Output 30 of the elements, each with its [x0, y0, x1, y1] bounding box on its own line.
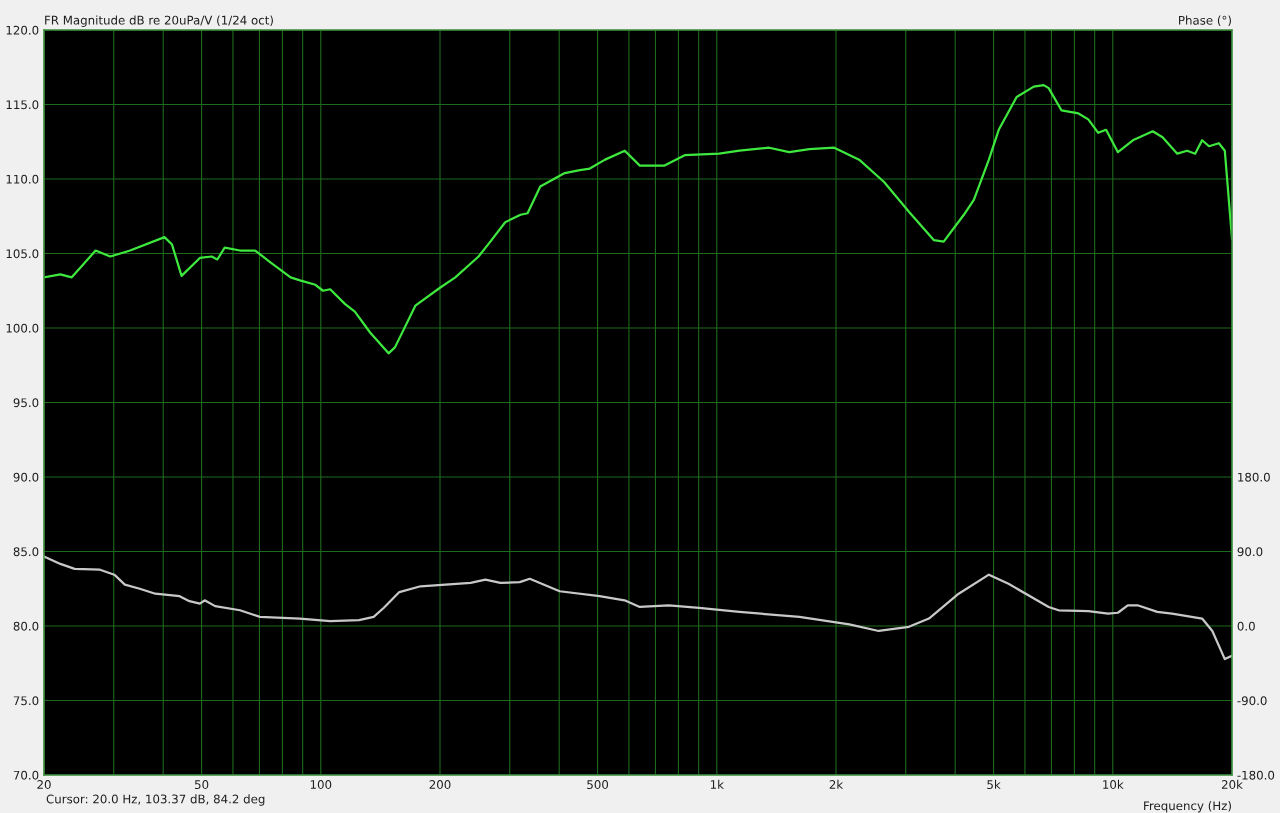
y-tick-label: 100.0	[6, 323, 39, 333]
y2-tick-label: 90.0	[1237, 547, 1263, 557]
text: Cursor: 20.0 Hz, 103.37 dB, 84.2 deg	[46, 794, 265, 806]
x-tick-label: 5k	[987, 779, 1001, 789]
x-tick-label: 20	[37, 780, 51, 789]
y-tick-label: 85.0	[13, 547, 39, 557]
y2-tick-label: -90.0	[1237, 696, 1267, 706]
y2-tick-label: 0.0	[1237, 621, 1255, 631]
y-tick-label: 75.0	[13, 696, 39, 706]
chart-title: FR Magnitude dB re 20uPa/V (1/24 oct)	[45, 15, 273, 27]
y2-tick-label: -180.0	[1237, 770, 1275, 780]
x-axis-title: Frequency (Hz)	[1144, 801, 1231, 813]
y-tick-label: 95.0	[13, 398, 39, 408]
x-tick-label: 200	[429, 780, 451, 789]
y-tick-label: 115.0	[6, 100, 39, 110]
y2-tick-label: 180.0	[1238, 472, 1270, 482]
x-tick-label: 1k	[710, 779, 724, 789]
y-tick-label: 80.0	[13, 621, 39, 631]
y-tick-label: 90.0	[13, 472, 39, 482]
x-tick-label: 50	[194, 780, 209, 789]
x-tick-label: 500	[587, 780, 609, 789]
x-tick-label: 20k	[1221, 779, 1243, 789]
x-tick-label: 2k	[829, 779, 844, 789]
y-tick-label: 105.0	[6, 249, 39, 259]
x-tick-label: 10k	[1103, 779, 1124, 789]
y-tick-label: 70.0	[13, 770, 39, 780]
y2-axis-title: Phase (°)	[1179, 15, 1231, 27]
x-tick-label: 100	[310, 780, 332, 789]
y-tick-label: 120.0	[6, 25, 39, 35]
y-tick-label: 110.0	[6, 174, 39, 184]
